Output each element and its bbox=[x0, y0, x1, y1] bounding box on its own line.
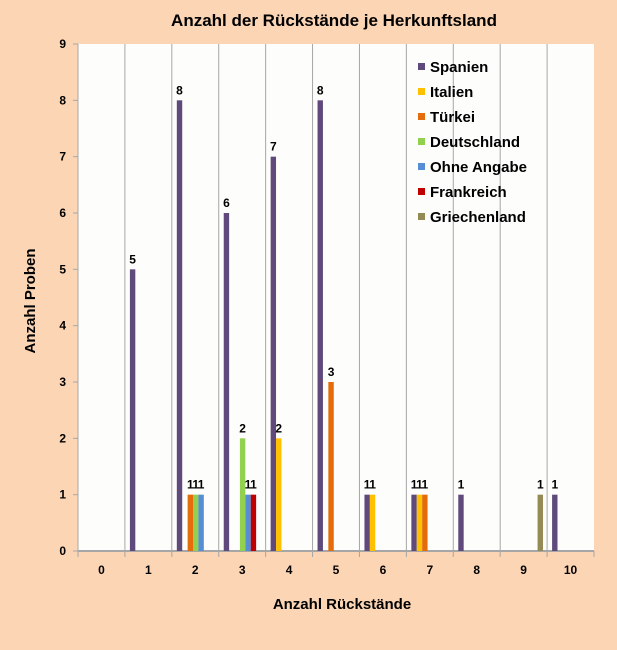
legend-swatch bbox=[418, 188, 425, 195]
y-tick-label: 5 bbox=[59, 262, 66, 276]
x-tick-label: 10 bbox=[564, 563, 578, 577]
bar-spanien bbox=[364, 494, 370, 551]
bar-türkei bbox=[422, 494, 428, 551]
x-tick-label: 1 bbox=[145, 563, 152, 577]
y-tick-label: 1 bbox=[59, 488, 66, 502]
bars bbox=[129, 100, 558, 551]
bar-spanien bbox=[223, 213, 230, 551]
bar-ohne-angabe bbox=[245, 494, 251, 551]
legend-label: Griechenland bbox=[430, 209, 526, 226]
y-tick-label: 4 bbox=[59, 319, 66, 333]
y-tick-label: 7 bbox=[59, 150, 66, 164]
x-tick-label: 3 bbox=[239, 563, 246, 577]
data-label: 6 bbox=[223, 196, 230, 210]
data-label: 8 bbox=[176, 83, 183, 97]
legend: Spanien Italien Türkei Deutschland Ohne Anga… bbox=[418, 59, 527, 226]
bar-ohne-angabe bbox=[198, 494, 204, 551]
legend-label: Ohne Angabe bbox=[430, 159, 527, 176]
legend-label: Türkei bbox=[430, 109, 475, 126]
axes bbox=[77, 44, 594, 552]
data-label: 1 bbox=[411, 478, 418, 492]
x-axis-ticks: 0 1 2 3 4 5 6 7 8 9 10 bbox=[77, 551, 595, 577]
data-label: 1 bbox=[458, 478, 465, 492]
bar-frankreich bbox=[250, 494, 257, 551]
x-tick-label: 4 bbox=[286, 563, 293, 577]
data-label: 1 bbox=[192, 478, 199, 492]
y-tick-label: 3 bbox=[59, 375, 66, 389]
legend-swatch bbox=[418, 213, 425, 220]
y-axis-label: Anzahl Proben bbox=[22, 248, 39, 353]
x-tick-label: 8 bbox=[473, 563, 480, 577]
bar-italien bbox=[276, 438, 282, 551]
data-label: 2 bbox=[275, 421, 282, 435]
data-label: 5 bbox=[129, 252, 136, 266]
data-label: 1 bbox=[422, 478, 429, 492]
data-label: 1 bbox=[250, 478, 257, 492]
data-label: 1 bbox=[416, 478, 423, 492]
y-tick-label: 2 bbox=[59, 431, 66, 445]
data-label: 8 bbox=[317, 83, 324, 97]
x-tick-label: 0 bbox=[98, 563, 105, 577]
legend-swatch bbox=[418, 63, 425, 70]
y-tick-label: 8 bbox=[59, 93, 66, 107]
data-label: 7 bbox=[270, 140, 277, 154]
bar-italien bbox=[369, 494, 376, 551]
legend-swatch bbox=[418, 163, 425, 170]
data-label: 3 bbox=[328, 365, 335, 379]
legend-swatch bbox=[418, 138, 425, 145]
data-label: 1 bbox=[537, 478, 544, 492]
x-axis-label: Anzahl Rückstände bbox=[273, 596, 411, 613]
gridlines bbox=[124, 44, 548, 551]
data-label: 1 bbox=[551, 478, 558, 492]
y-axis-ticks: 0 1 2 3 4 5 6 7 8 9 bbox=[59, 37, 78, 558]
bar-spanien bbox=[458, 494, 464, 551]
bar-spanien bbox=[129, 269, 136, 551]
bar-deutschland bbox=[193, 494, 199, 551]
bar-italien bbox=[416, 494, 423, 551]
chart-title: Anzahl der Rückstände je Herkunftsland bbox=[171, 11, 497, 30]
bar-spanien bbox=[270, 156, 277, 551]
legend-label: Deutschland bbox=[430, 134, 520, 151]
legend-label: Italien bbox=[430, 84, 473, 101]
legend-label: Frankreich bbox=[430, 184, 507, 201]
data-label: 1 bbox=[369, 478, 376, 492]
legend-swatch bbox=[418, 88, 425, 95]
data-label: 1 bbox=[187, 478, 194, 492]
plot-area bbox=[78, 44, 594, 551]
legend-swatch bbox=[418, 113, 425, 120]
data-label: 1 bbox=[245, 478, 252, 492]
data-label: 1 bbox=[364, 478, 371, 492]
y-tick-label: 0 bbox=[59, 544, 66, 558]
y-tick-label: 6 bbox=[59, 206, 66, 220]
x-tick-label: 9 bbox=[520, 563, 527, 577]
bar-spanien bbox=[552, 494, 558, 551]
bar-deutschland bbox=[239, 438, 246, 551]
data-label: 1 bbox=[198, 478, 205, 492]
x-tick-label: 2 bbox=[192, 563, 199, 577]
bar-spanien bbox=[317, 100, 323, 551]
bar-spanien bbox=[176, 100, 183, 551]
bar-türkei bbox=[187, 494, 194, 551]
bar-türkei bbox=[328, 382, 334, 551]
bar-spanien bbox=[411, 494, 417, 551]
x-tick-label: 7 bbox=[426, 563, 433, 577]
data-label: 2 bbox=[239, 421, 246, 435]
y-tick-label: 9 bbox=[59, 37, 66, 51]
bar-griechenland bbox=[537, 494, 543, 551]
x-tick-label: 6 bbox=[380, 563, 387, 577]
x-tick-label: 5 bbox=[333, 563, 340, 577]
legend-label: Spanien bbox=[430, 59, 488, 76]
